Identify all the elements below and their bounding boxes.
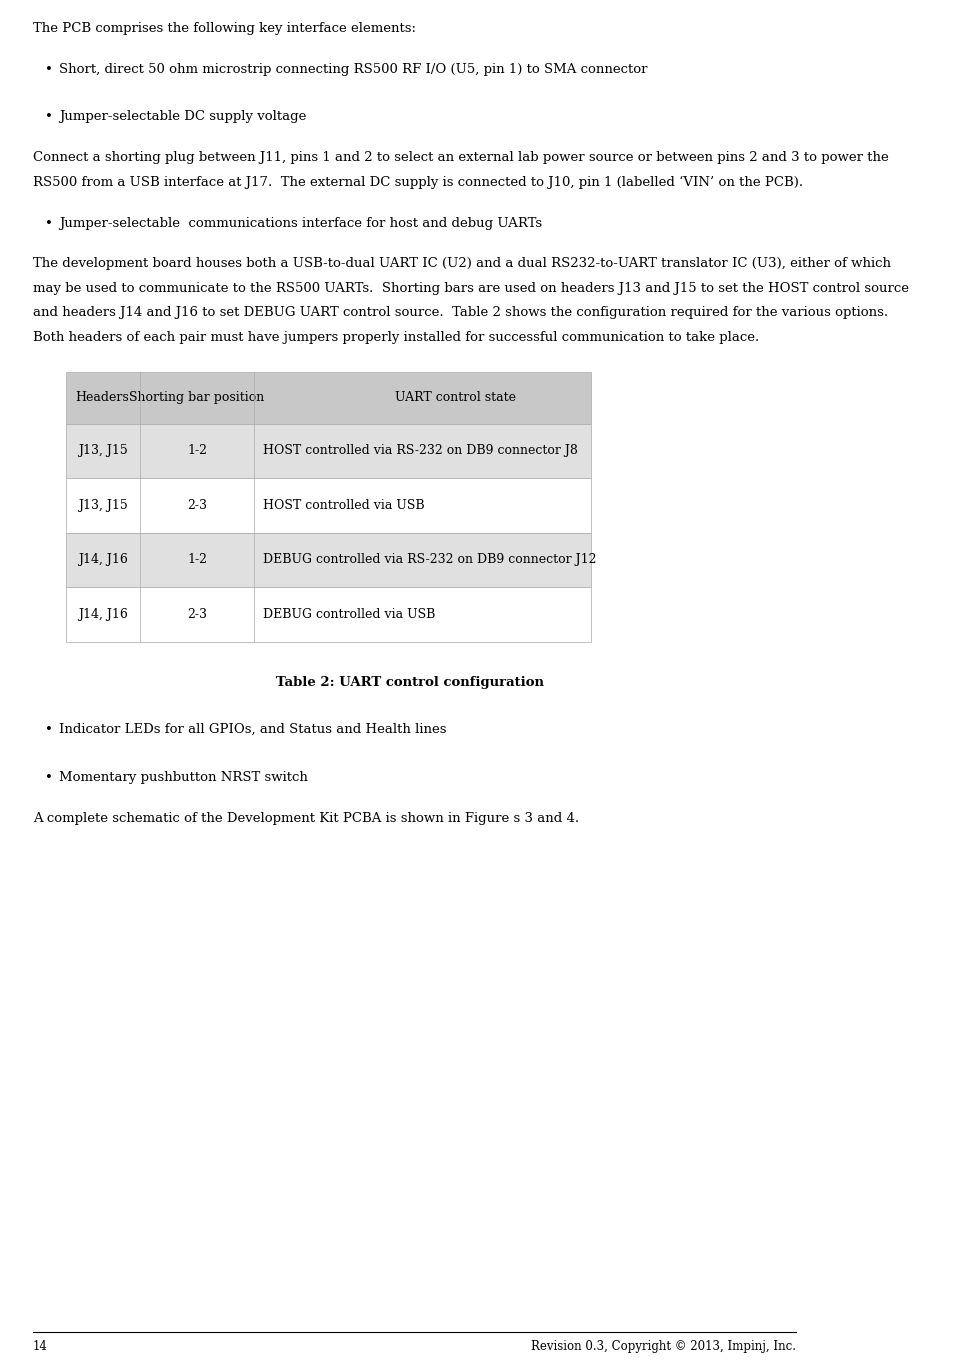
Text: DEBUG controlled via RS-232 on DB9 connector J12: DEBUG controlled via RS-232 on DB9 conne… [263,553,596,567]
Text: DEBUG controlled via USB: DEBUG controlled via USB [263,607,435,621]
Text: The PCB comprises the following key interface elements:: The PCB comprises the following key inte… [33,22,415,35]
Text: 2-3: 2-3 [187,498,207,512]
Text: Indicator LEDs for all GPIOs, and Status and Health lines: Indicator LEDs for all GPIOs, and Status… [59,723,447,737]
Text: Shorting bar position: Shorting bar position [129,391,265,405]
Text: may be used to communicate to the RS500 UARTs.  Shorting bars are used on header: may be used to communicate to the RS500 … [33,282,909,296]
Text: Momentary pushbutton NRST switch: Momentary pushbutton NRST switch [59,771,308,785]
Text: •: • [45,110,53,124]
Text: 14: 14 [33,1340,48,1354]
Bar [65,587,591,642]
Text: Jumper-selectable  communications interface for host and debug UARTs: Jumper-selectable communications interfa… [59,217,542,230]
Text: J14, J16: J14, J16 [78,607,127,621]
Text: and headers J14 and J16 to set DEBUG UART control source.  Table 2 shows the con: and headers J14 and J16 to set DEBUG UAR… [33,306,888,320]
Text: Table 2: UART control configuration: Table 2: UART control configuration [276,676,545,689]
Text: HOST controlled via RS-232 on DB9 connector J8: HOST controlled via RS-232 on DB9 connec… [263,444,578,458]
Text: Jumper-selectable DC supply voltage: Jumper-selectable DC supply voltage [59,110,306,124]
Text: J14, J16: J14, J16 [78,553,127,567]
Text: HOST controlled via USB: HOST controlled via USB [263,498,424,512]
Text: J13, J15: J13, J15 [78,444,127,458]
Bar [65,478,591,533]
Text: Short, direct 50 ohm microstrip connecting RS500 RF I/O (U5, pin 1) to SMA conne: Short, direct 50 ohm microstrip connecti… [59,63,648,76]
Text: Revision 0.3, Copyright © 2013, Impinj, Inc.: Revision 0.3, Copyright © 2013, Impinj, … [531,1340,796,1354]
Text: 2-3: 2-3 [187,607,207,621]
Bar [65,372,591,424]
Text: The development board houses both a USB-to-dual UART IC (U2) and a dual RS232-to: The development board houses both a USB-… [33,257,891,271]
Bar [65,533,591,587]
Text: Headers: Headers [76,391,129,405]
Text: J13, J15: J13, J15 [78,498,127,512]
Text: Connect a shorting plug between J11, pins 1 and 2 to select an external lab powe: Connect a shorting plug between J11, pin… [33,151,888,165]
Text: RS500 from a USB interface at J17.  The external DC supply is connected to J10, : RS500 from a USB interface at J17. The e… [33,176,803,189]
Text: •: • [45,63,53,76]
Bar [65,424,591,478]
Text: •: • [45,723,53,737]
Text: 1-2: 1-2 [187,553,207,567]
Text: UART control state: UART control state [395,391,516,405]
Text: 1-2: 1-2 [187,444,207,458]
Text: •: • [45,217,53,230]
Text: A complete schematic of the Development Kit PCBA is shown in Figure s 3 and 4.: A complete schematic of the Development … [33,812,579,825]
Text: Both headers of each pair must have jumpers properly installed for successful co: Both headers of each pair must have jump… [33,331,759,345]
Text: •: • [45,771,53,785]
